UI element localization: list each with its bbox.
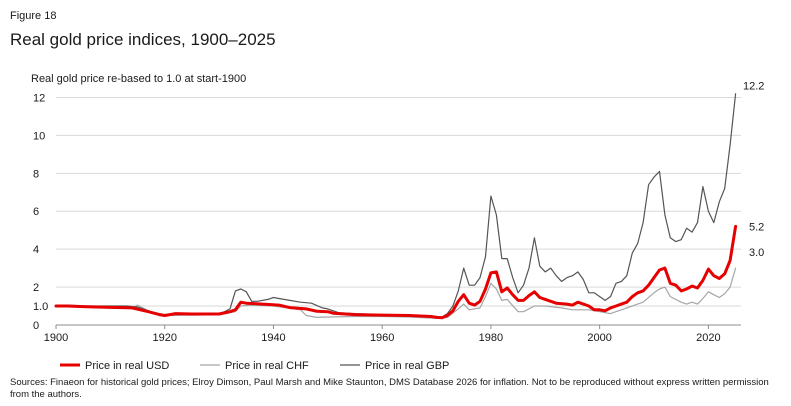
x-tick-label-1900: 1900 <box>44 332 68 344</box>
source-note: Sources: Finaeon for historical gold pri… <box>10 377 769 400</box>
y-axis-label: Real gold price re-based to 1.0 at start… <box>31 73 246 85</box>
end-label-price-in-real-chf: 3.0 <box>749 247 764 259</box>
x-tick-label-2020: 2020 <box>696 332 720 344</box>
y-tick-label-12: 12 <box>33 92 45 104</box>
series-line-price-in-real-usd <box>54 224 738 320</box>
y-tick-label-6: 6 <box>33 206 39 218</box>
legend-label-price-in-real-usd: Price in real USD <box>85 360 169 372</box>
end-labels: 5.2 3.0 12.2 <box>743 81 764 259</box>
legend: Price in real USD Price in real CHF Price … <box>60 360 449 372</box>
series-line-price-in-real-chf <box>55 267 737 319</box>
y-tick-label-0: 0 <box>33 320 39 332</box>
y-tick-label-1: 1.0 <box>33 301 48 313</box>
y-axis-ticks: 0 1.0 2 4 6 8 10 12 <box>33 92 48 332</box>
y-tick-label-2: 2 <box>33 282 39 294</box>
x-tick-label-2000: 2000 <box>587 332 611 344</box>
y-tick-label-10: 10 <box>33 130 45 142</box>
x-tick-label-1940: 1940 <box>261 332 285 344</box>
grid-lines <box>56 96 741 326</box>
figure-label: Figure 18 <box>10 10 57 22</box>
legend-label-price-in-real-chf: Price in real CHF <box>225 360 309 372</box>
series-line-price-in-real-gbp <box>55 93 737 318</box>
x-tick-label-1980: 1980 <box>479 332 503 344</box>
end-label-price-in-real-gbp: 12.2 <box>743 81 764 93</box>
x-tick-label-1960: 1960 <box>370 332 394 344</box>
chart-title: Real gold price indices, 1900–2025 <box>10 30 276 49</box>
legend-label-price-in-real-gbp: Price in real GBP <box>365 360 449 372</box>
series-lines <box>54 93 738 320</box>
y-tick-label-4: 4 <box>33 244 39 256</box>
end-label-price-in-real-usd: 5.2 <box>749 221 764 233</box>
y-tick-label-8: 8 <box>33 168 39 180</box>
x-tick-label-1920: 1920 <box>152 332 176 344</box>
x-axis-ticks: 1900 1920 1940 1960 1980 2000 2020 <box>44 325 721 344</box>
